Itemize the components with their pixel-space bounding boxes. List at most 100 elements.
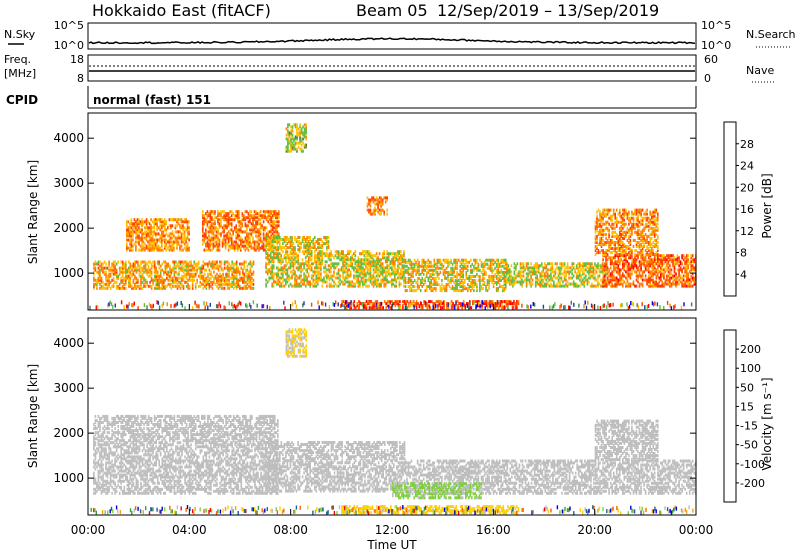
power-echo-cell [129, 272, 132, 276]
power-echo-cell [175, 270, 177, 274]
power-echo-cell [174, 230, 177, 234]
power-echo-cell [383, 256, 385, 260]
power-echo-cell [167, 226, 169, 230]
power-echo-cell [262, 214, 265, 218]
power-echo-cell [599, 218, 601, 222]
power-echo-cell [112, 278, 115, 282]
power-echo-cell [389, 280, 392, 284]
power-echo-cell [289, 266, 292, 270]
power-echo-cell [599, 216, 601, 220]
power-echo-cell [141, 244, 143, 248]
power-echo-cell [337, 280, 340, 284]
power-echo-cell [202, 226, 204, 230]
power-echo-cell [148, 222, 151, 226]
power-echo-cell [269, 254, 272, 258]
power-echo-cell [96, 270, 98, 274]
power-echo-cell [525, 280, 528, 284]
power-echo-cell [501, 260, 504, 264]
power-echo-cell [223, 230, 225, 234]
power-echo-cell [623, 266, 626, 270]
power-echo-cell [163, 278, 165, 282]
power-echo-cell [638, 284, 641, 288]
power-echo-cell [303, 246, 305, 250]
power-echo-cell [496, 304, 498, 308]
power-echo-cell [243, 266, 246, 270]
power-echo-cell [141, 260, 144, 264]
power-echo-cell [369, 274, 372, 278]
power-echo-cell [693, 280, 696, 284]
power-echo-cell [437, 304, 439, 308]
power-echo-cell [384, 258, 387, 262]
power-echo-cell [351, 280, 354, 284]
power-echo-cell [492, 276, 495, 280]
power-echo-cell [550, 268, 552, 272]
power-echo-cell [278, 216, 280, 220]
power-echo-cell [320, 264, 322, 268]
date-range: 12/Sep/2019 – 13/Sep/2019 [437, 1, 659, 20]
power-echo-cell [349, 272, 352, 276]
power-echo-cell [448, 285, 451, 288]
power-echo-cell [380, 284, 382, 288]
power-echo-cell [687, 280, 689, 284]
power-echo-cell [205, 242, 207, 246]
power-echo-cell [597, 230, 600, 234]
power-echo-cell [589, 268, 592, 272]
power-echo-cell [249, 274, 252, 278]
power-echo-cell [139, 244, 142, 248]
power-echo-cell [375, 264, 378, 268]
power-echo-cell [312, 274, 315, 278]
power-echo-cell [381, 262, 384, 266]
power-echo-cell [342, 254, 344, 258]
power-echo-cell [323, 236, 325, 239]
power-echo-cell [628, 282, 630, 286]
power-echo-cell [676, 254, 679, 258]
power-echo-cell [274, 252, 277, 256]
power-echo-cell [664, 270, 667, 274]
power-echo-cell [245, 280, 247, 284]
power-echo-cell [484, 302, 486, 306]
power-echo-cell [188, 284, 191, 288]
power-echo-cell [491, 258, 493, 262]
power-echo-cell [145, 238, 148, 242]
power-echo-cell [528, 266, 531, 270]
power-echo-cell [653, 260, 656, 264]
power-echo-cell [300, 278, 302, 282]
power-echo-cell [400, 270, 402, 274]
power-echo-cell [436, 283, 439, 286]
power-echo-cell [403, 266, 405, 270]
power-echo-cell [264, 212, 266, 216]
power-echo-cell [499, 300, 501, 304]
power-echo-cell [599, 232, 601, 236]
power-echo-cell [435, 270, 437, 274]
power-echo-cell [539, 284, 541, 288]
power-echo-cell [129, 284, 132, 288]
power-echo-cell [289, 256, 292, 260]
power-echo-cell [156, 224, 158, 228]
power-echo-cell [647, 276, 650, 280]
power-echo-cell [463, 266, 466, 270]
power-echo-cell [463, 287, 466, 291]
power-echo-cell [437, 300, 439, 304]
power-echo-cell [337, 256, 340, 260]
power-echo-cell [135, 278, 138, 282]
power-echo-cell [301, 240, 304, 244]
power-echo-cell [480, 270, 483, 274]
power-echo-cell [321, 278, 324, 282]
power-echo-cell [479, 281, 481, 284]
power-echo-cell [663, 284, 665, 288]
power-echo-cell [447, 283, 449, 286]
power-echo-cell [588, 276, 590, 280]
power-echo-cell [371, 260, 373, 264]
power-echo-cell [374, 278, 376, 282]
power-echo-cell [658, 284, 661, 288]
power-echo-cell [147, 228, 149, 232]
power-echo-cell [356, 260, 358, 264]
power-echo-cell [594, 249, 597, 253]
power-echo-cell [151, 244, 154, 248]
power-echo-cell [183, 226, 186, 230]
power-echo-cell [685, 256, 688, 260]
power-echo-cell [327, 246, 330, 250]
power-echo-cell [479, 274, 481, 278]
power-echo-cell [117, 260, 119, 264]
power-echo-cell [597, 280, 599, 284]
